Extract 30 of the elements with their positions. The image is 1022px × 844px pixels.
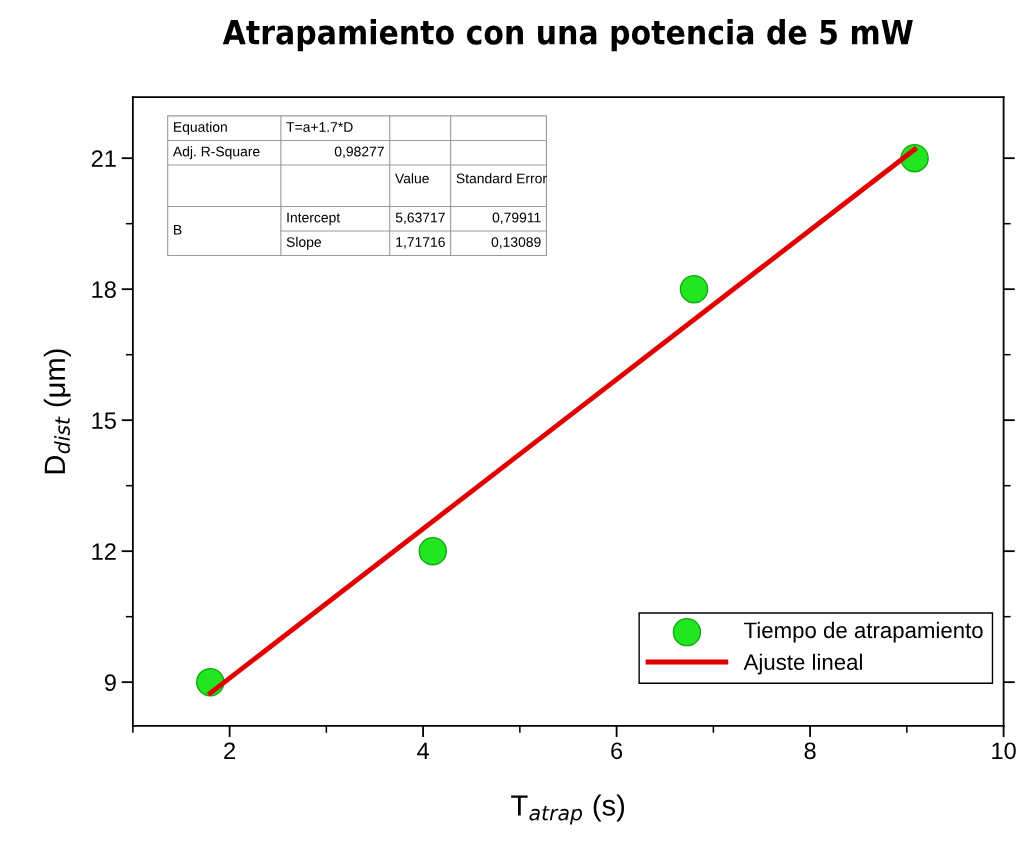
y-tick-label: 9 xyxy=(104,674,116,691)
annotation: 0,13089 xyxy=(491,237,541,249)
annotation: Adj. R-Square xyxy=(172,146,260,160)
y-tick-label: 15 xyxy=(92,412,116,429)
annotation: Value xyxy=(395,173,429,184)
point xyxy=(418,536,448,566)
y-tick-label: 21 xyxy=(91,150,116,167)
point xyxy=(679,274,709,304)
x-axis-title: T$_{atrap}$ (s) xyxy=(511,794,625,825)
legend-label: Tiempo de atrapamiento xyxy=(744,621,983,643)
x-tick-label: 10 xyxy=(992,742,1016,760)
chart-title: Atrapamiento con una potencia de 5 mW xyxy=(222,18,913,52)
legend-label: Ajuste lineal xyxy=(743,653,862,675)
annotation: B xyxy=(174,225,182,235)
annotation: Intercept xyxy=(287,212,341,226)
annotation: T=a+1.7*D xyxy=(286,122,353,132)
annotation: 0,79911 xyxy=(492,212,541,225)
annotation: Equation xyxy=(174,121,227,135)
annotation: 1,71716 xyxy=(396,237,445,249)
x-tick-label: 8 xyxy=(804,742,816,760)
annotation: Slope xyxy=(286,236,322,250)
annotation: 0,98277 xyxy=(334,146,384,159)
annotation: 5,63717 xyxy=(395,212,445,225)
annotation: Standard Error xyxy=(456,173,547,184)
y-axis-title: D$_{dist}$ (μm) xyxy=(43,349,71,474)
x-tick-label: 6 xyxy=(611,742,623,760)
x-tick-label: 4 xyxy=(417,742,429,759)
x-tick-label: 2 xyxy=(224,742,235,759)
y-tick-label: 18 xyxy=(92,281,116,298)
y-tick-label: 12 xyxy=(92,543,116,560)
